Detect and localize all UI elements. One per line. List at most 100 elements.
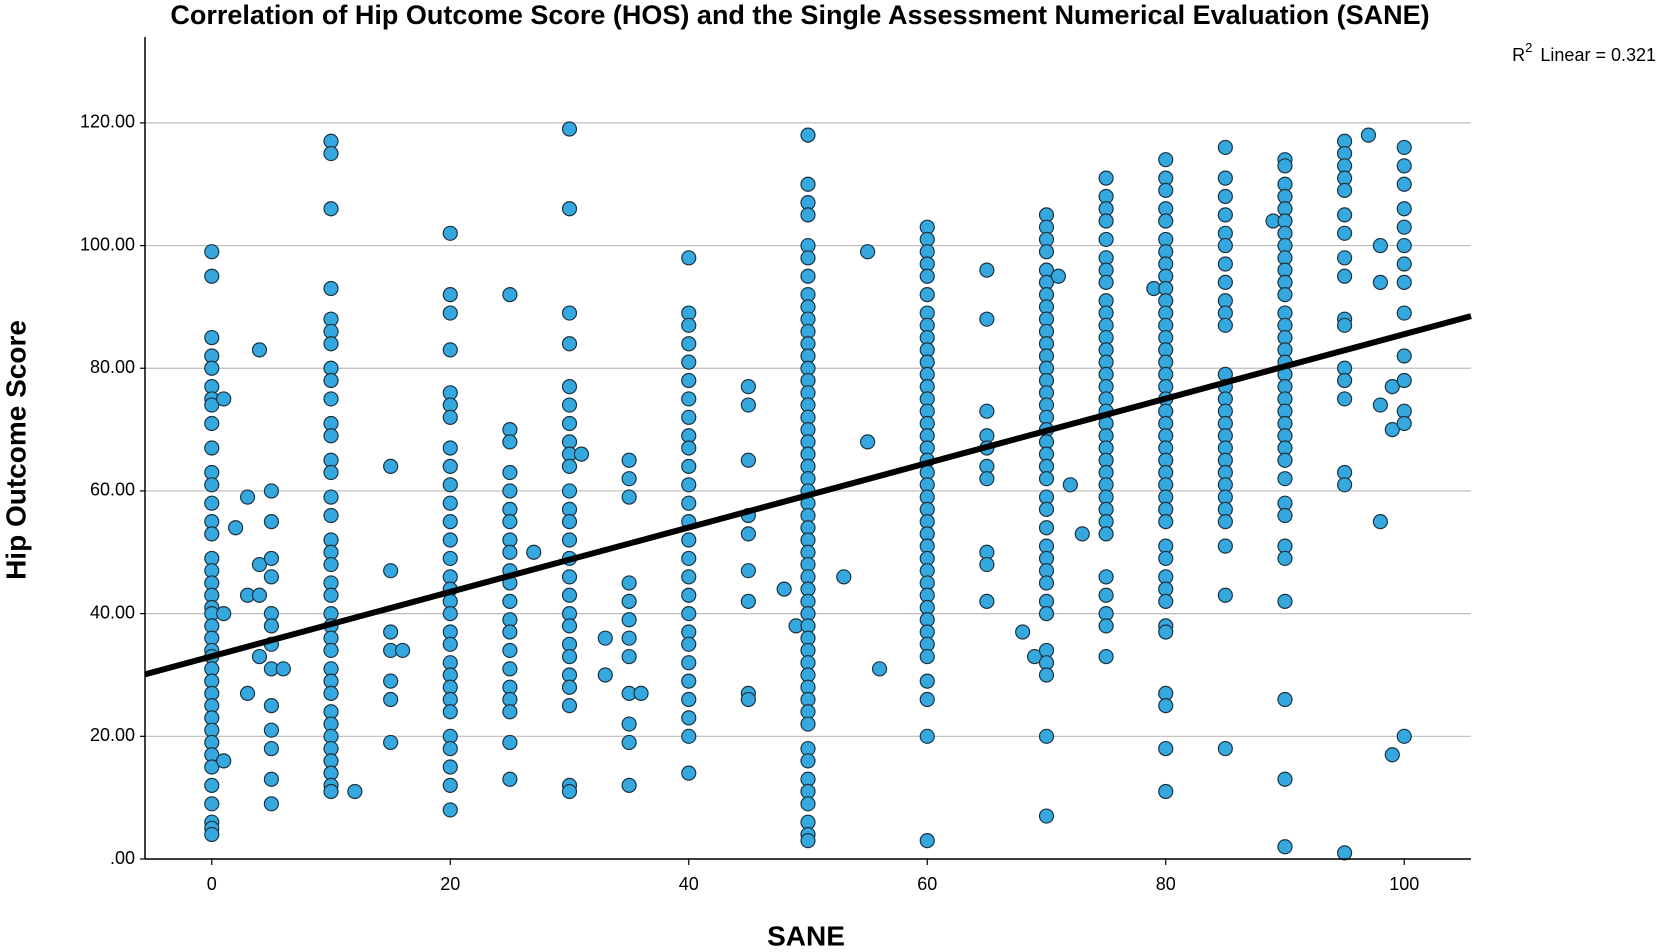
point	[1277, 452, 1293, 468]
point	[561, 783, 578, 800]
point	[323, 507, 339, 524]
point	[263, 771, 279, 787]
point	[681, 550, 697, 567]
point	[1384, 379, 1400, 395]
point	[1038, 520, 1055, 536]
point	[442, 409, 458, 425]
point	[442, 740, 458, 757]
point	[442, 704, 458, 720]
point	[800, 207, 816, 223]
point	[561, 415, 578, 432]
point	[681, 409, 697, 425]
point	[502, 464, 518, 481]
point	[526, 544, 542, 560]
y-tick-label: 40.00	[90, 602, 135, 622]
point	[740, 593, 756, 609]
point	[228, 520, 244, 536]
point	[800, 250, 816, 266]
point	[1277, 471, 1293, 487]
point	[1337, 317, 1353, 333]
point	[1396, 158, 1412, 174]
point	[1217, 740, 1233, 757]
point	[1217, 274, 1233, 290]
point	[442, 477, 458, 493]
point	[323, 587, 339, 603]
point	[1277, 771, 1293, 787]
y-tick-label: 100.00	[80, 234, 135, 254]
x-tick-label: 100	[1389, 874, 1419, 894]
point	[263, 514, 279, 530]
point	[979, 262, 995, 278]
point	[1158, 593, 1174, 609]
point	[1396, 139, 1412, 156]
point	[1337, 477, 1353, 493]
point	[621, 575, 637, 591]
point	[1038, 667, 1055, 683]
point	[1277, 507, 1293, 524]
point	[561, 698, 578, 714]
point	[979, 556, 995, 573]
point	[561, 532, 578, 548]
point	[502, 771, 518, 787]
point	[1337, 268, 1353, 284]
point	[1158, 152, 1174, 168]
point	[1396, 256, 1412, 272]
point	[442, 606, 458, 622]
point	[681, 655, 697, 671]
point	[442, 440, 458, 456]
point	[1038, 471, 1055, 487]
point	[263, 740, 279, 757]
point	[681, 354, 697, 370]
point	[204, 796, 220, 812]
point	[251, 587, 268, 603]
point	[800, 716, 816, 732]
point	[263, 722, 279, 738]
point	[561, 679, 578, 695]
point	[204, 526, 220, 542]
point	[323, 201, 339, 217]
point	[1158, 783, 1174, 800]
point	[1098, 587, 1114, 603]
point	[561, 201, 578, 217]
point	[740, 526, 756, 542]
point	[681, 391, 697, 407]
point	[323, 642, 339, 659]
point	[1217, 514, 1233, 530]
point	[204, 826, 220, 843]
point	[442, 777, 458, 793]
point	[1277, 593, 1293, 609]
point	[597, 630, 613, 646]
point	[442, 550, 458, 567]
point	[442, 225, 458, 241]
point	[1396, 348, 1412, 364]
point	[263, 550, 279, 567]
point	[740, 691, 756, 708]
point	[979, 311, 995, 327]
point	[1337, 225, 1353, 241]
y-tick-label: 60.00	[90, 480, 135, 500]
point	[502, 593, 518, 609]
point	[1074, 526, 1090, 542]
point	[383, 624, 399, 640]
point	[204, 777, 220, 793]
point	[871, 661, 888, 677]
point	[1026, 648, 1043, 665]
point	[1372, 514, 1388, 530]
annotation-base: R	[1512, 45, 1525, 65]
point	[1396, 219, 1412, 235]
point	[919, 728, 935, 744]
point	[597, 667, 613, 683]
point	[239, 489, 256, 505]
point	[383, 691, 399, 708]
point	[1396, 728, 1412, 744]
point	[502, 287, 518, 303]
point	[1396, 237, 1412, 254]
point	[263, 569, 279, 585]
point	[681, 636, 697, 652]
x-tick-label: 60	[917, 874, 937, 894]
point	[919, 287, 935, 303]
point	[1217, 317, 1233, 333]
point	[681, 477, 697, 493]
point	[323, 428, 339, 444]
point	[1217, 207, 1233, 223]
